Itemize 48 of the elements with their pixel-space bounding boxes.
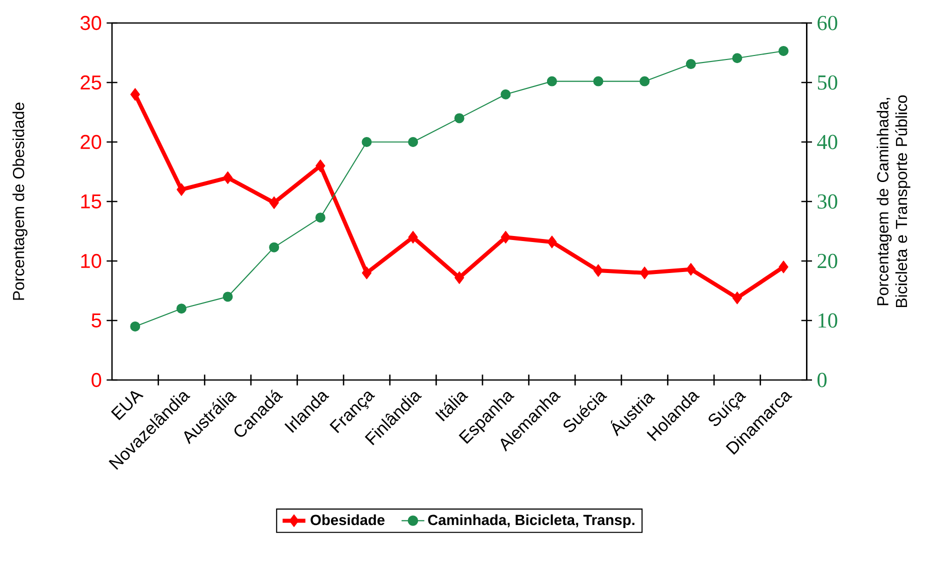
point [732,292,742,304]
point [500,230,510,244]
point [408,137,418,147]
point [130,88,140,101]
point [778,46,789,56]
point [500,89,511,100]
point [732,53,742,64]
point [593,264,604,277]
y2-tick-label: 20 [818,254,838,268]
point [454,113,464,124]
point [222,171,233,184]
point [546,76,557,86]
y2-tick-label: 40 [817,134,838,150]
point [686,262,696,276]
point [640,76,650,86]
point [778,260,788,274]
point [640,266,650,280]
point [269,242,280,252]
y-tick-label: 15 [81,194,102,208]
y2-axis-title: Porcentagem de Caminhada, Bicicleta e Transporte Público [876,95,910,308]
point [593,76,604,86]
y-tick-label: 10 [81,254,102,268]
point [222,292,233,302]
point [316,159,326,172]
y2-tick-label: 60 [818,16,838,30]
y-tick-label: 25 [80,75,102,90]
y2-tick-label: 0 [818,372,827,388]
y-tick-label: 5 [92,314,102,328]
point [362,137,372,147]
y2-tick-label: 30 [818,194,838,209]
y-tick-label: 0 [92,372,102,388]
point [315,212,326,223]
legend-label: Caminhada, Bicicleta, Transp. [428,514,634,528]
y2-tick-label: 50 [818,75,838,90]
point [547,236,557,248]
point [454,271,464,284]
y-tick-label: 30 [80,16,102,30]
legend-label: Obesidade [310,514,385,526]
point [130,321,140,332]
y2-tick-label: 10 [818,313,838,328]
point [362,266,372,280]
point [408,230,418,244]
point [176,304,186,314]
point [269,196,279,210]
point [686,59,696,70]
y-tick-label: 20 [80,134,102,150]
point [176,183,186,196]
y-axis-title: Porcentagem de Obesidade [12,102,28,300]
